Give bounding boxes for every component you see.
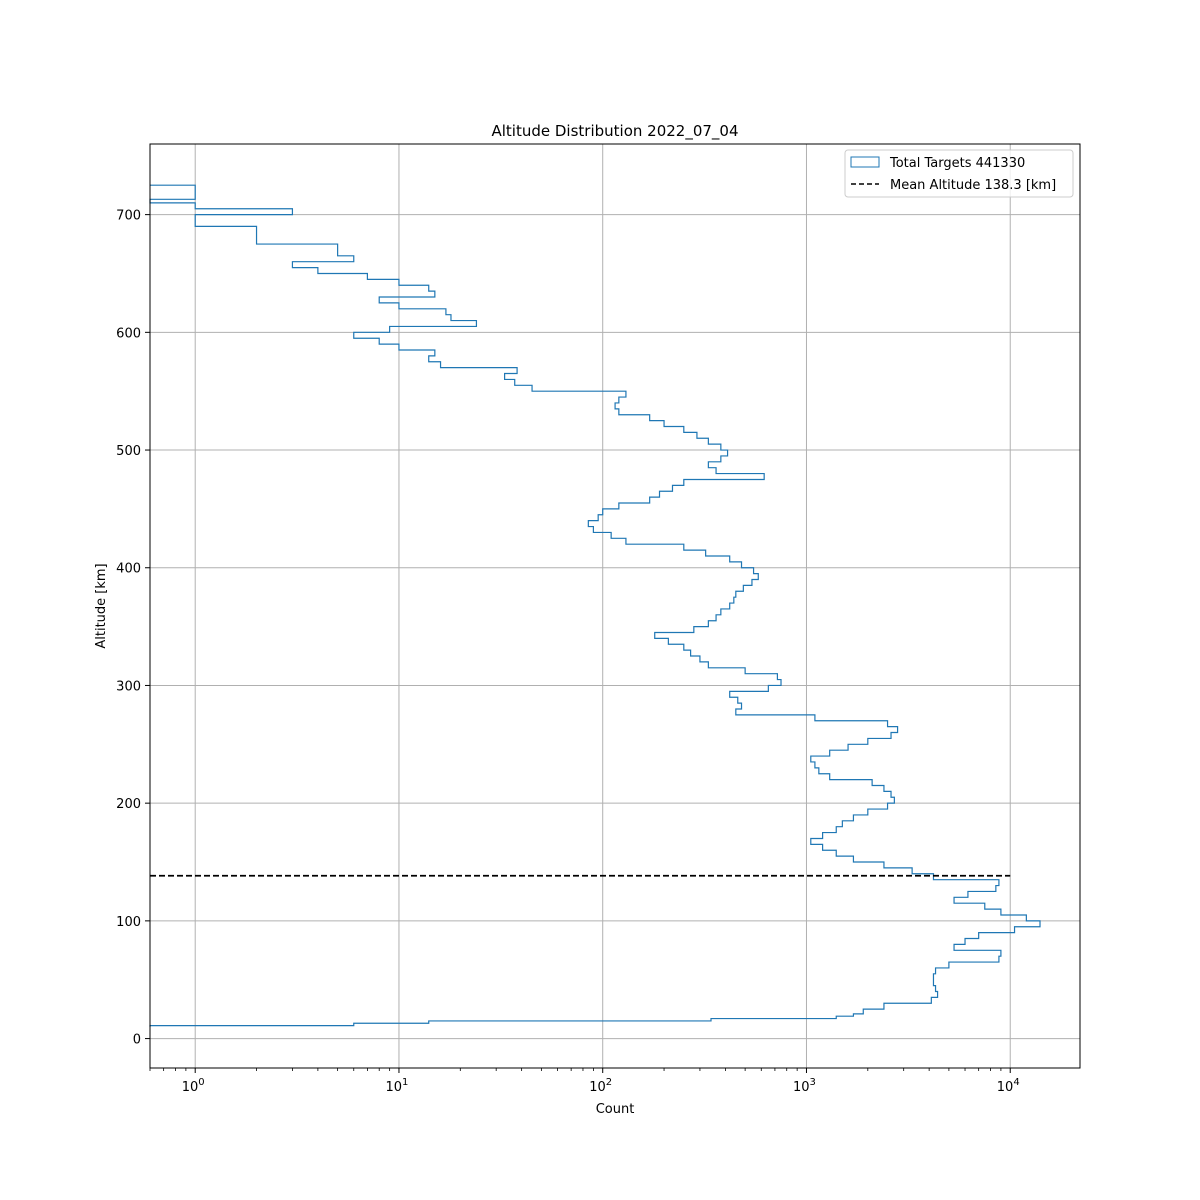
y-tick-label: 400 — [116, 562, 141, 577]
y-tick-label: 100 — [116, 915, 141, 930]
chart-title: Altitude Distribution 2022_07_04 — [491, 122, 738, 141]
legend-swatch-histogram — [850, 156, 880, 168]
y-axis-label: Altitude [km] — [94, 563, 109, 648]
plot-frame — [149, 143, 1081, 1069]
y-tick-label: 300 — [116, 679, 141, 694]
legend: Total Targets 441330 Mean Altitude 138.3… — [844, 149, 1074, 198]
legend-label-total-targets: Total Targets 441330 — [889, 156, 1025, 171]
legend-box — [844, 149, 1074, 198]
y-tick-label: 500 — [116, 444, 141, 459]
y-tick-label: 600 — [116, 326, 141, 341]
y-tick-label: 0 — [133, 1033, 141, 1048]
y-tick-label: 700 — [116, 209, 141, 224]
histogram-series — [149, 184, 1041, 1027]
y-tick-label: 200 — [116, 797, 141, 812]
histogram-outline — [149, 184, 1041, 1027]
y-axis-ticks: 0 100 200 300 400 500 600 700 — [116, 209, 150, 1048]
legend-label-mean-altitude: Mean Altitude 138.3 [km] — [890, 178, 1056, 193]
grid — [150, 144, 1080, 1068]
x-axis-label: Count — [596, 1102, 635, 1117]
